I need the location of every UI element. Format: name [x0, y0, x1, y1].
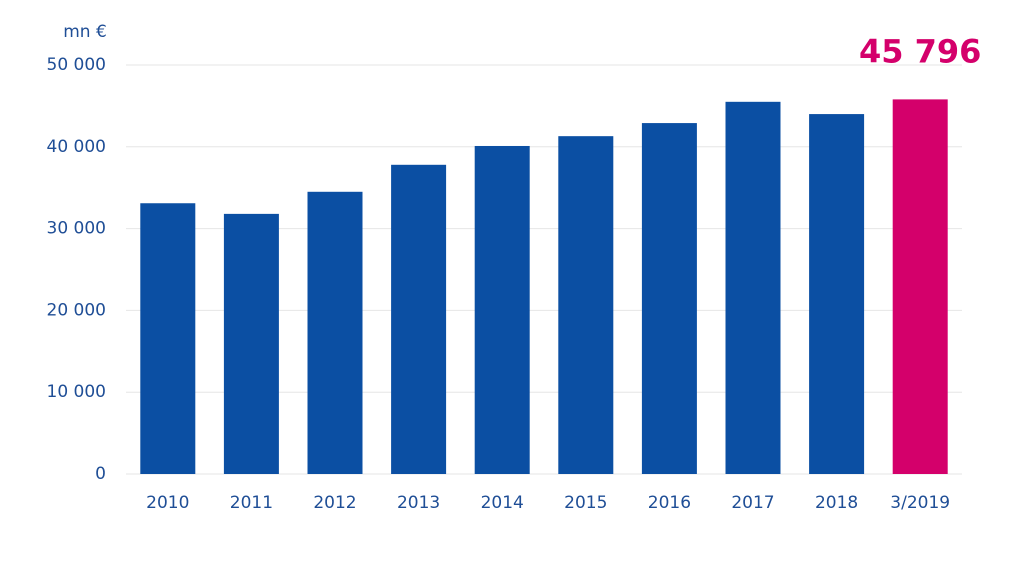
bar	[223, 213, 279, 474]
x-tick-label: 3/2019	[890, 493, 950, 513]
x-tick-label: 2010	[146, 493, 189, 513]
x-tick-label: 2013	[397, 493, 440, 513]
bar	[140, 203, 196, 474]
y-tick-label: 20 000	[47, 300, 106, 320]
bar	[307, 191, 363, 475]
y-tick-label: 30 000	[47, 219, 106, 239]
y-tick-label: 0	[95, 464, 106, 484]
x-tick-label: 2016	[648, 493, 691, 513]
y-tick-label: 10 000	[47, 382, 106, 402]
bar	[725, 101, 781, 474]
x-tick-label: 2014	[481, 493, 524, 513]
bar	[391, 164, 447, 474]
bar	[892, 99, 948, 474]
bar	[474, 145, 530, 474]
x-tick-label: 2015	[564, 493, 607, 513]
x-tick-label: 2017	[731, 493, 774, 513]
bar	[809, 114, 865, 474]
unit-label: mn €	[63, 22, 107, 42]
bar	[641, 123, 697, 474]
x-tick-label: 2018	[815, 493, 858, 513]
value-label: 45 796	[859, 32, 981, 70]
y-tick-label: 40 000	[47, 137, 106, 157]
x-tick-label: 2011	[230, 493, 273, 513]
bar	[558, 136, 614, 474]
y-tick-label: 50 000	[47, 55, 106, 75]
x-tick-label: 2012	[313, 493, 356, 513]
